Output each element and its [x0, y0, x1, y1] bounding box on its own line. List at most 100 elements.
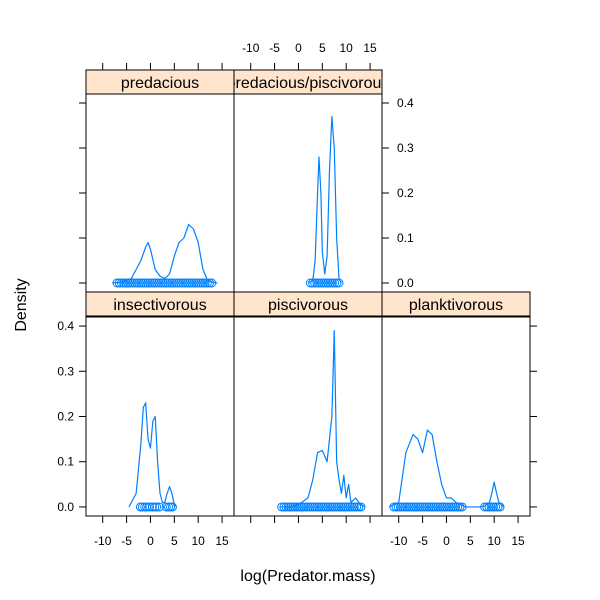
x-tick-label: 15 [215, 534, 229, 548]
rug-point [193, 278, 203, 288]
axes-layer: -10 -5 0 5 10 15 -10 -5 0 5 10 15 -10 -5 0 5 10 15 0.0 0.1 0… [57, 41, 537, 548]
rug-point [415, 502, 425, 512]
rug-point [182, 278, 192, 288]
rug-point [426, 502, 436, 512]
rug-point [312, 278, 322, 288]
rug-point [312, 502, 322, 512]
x-tick-label: 0 [147, 534, 154, 548]
strip-planktivorous [381, 291, 531, 317]
y-tick-label: 0.0 [397, 276, 414, 290]
rug-point [143, 278, 153, 288]
rug-point [334, 502, 344, 512]
rug-point [200, 278, 210, 288]
rug-point [488, 502, 498, 512]
rug-point [321, 278, 331, 288]
rug-point [155, 502, 165, 512]
rug-point [147, 502, 157, 512]
rug-point [314, 278, 324, 288]
strip-predacious-piscivorous [233, 69, 383, 95]
rug-point [325, 502, 335, 512]
rug-point [160, 278, 170, 288]
rug-point [402, 502, 412, 512]
rug-point [444, 502, 454, 512]
rug-point [176, 278, 186, 288]
rug-point [189, 278, 199, 288]
rug-point [345, 502, 355, 512]
rug-point [292, 502, 302, 512]
rug-point [440, 502, 450, 512]
x-tick-label: -10 [242, 41, 260, 55]
rug-point [305, 502, 315, 512]
rug-point [491, 502, 501, 512]
rug-point [316, 502, 326, 512]
rug-point [341, 502, 351, 512]
rug-point [154, 278, 164, 288]
rug-point [323, 502, 333, 512]
panel-planktivorous: planktivorous [381, 291, 531, 517]
strip-insectivorous [85, 291, 235, 317]
rug-point [319, 502, 329, 512]
rug-point [121, 278, 131, 288]
rug-point [418, 502, 428, 512]
panel-frame-piscivorous [233, 316, 383, 517]
rug-point [319, 278, 329, 288]
panel-predacious-piscivorous: predacious/piscivorous [233, 69, 383, 293]
rug-point [119, 278, 129, 288]
rug-point [152, 278, 162, 288]
rug-point [145, 278, 155, 288]
rug-point [321, 502, 331, 512]
rug-point [429, 502, 439, 512]
panel-frame-predacious [85, 93, 235, 293]
panel-piscivorous: piscivorous [233, 291, 383, 517]
rug-point [169, 278, 179, 288]
rug-point [191, 278, 201, 288]
x-tick-label: 15 [363, 41, 377, 55]
rug-point [314, 502, 324, 512]
rug-point [134, 278, 144, 288]
strip-label-predacious: predacious [121, 75, 199, 92]
rug-point [327, 502, 337, 512]
rug-point [178, 278, 188, 288]
rug-point [446, 502, 456, 512]
rug-point [349, 502, 359, 512]
strip-label-planktivorous: planktivorous [409, 297, 503, 314]
x-tick-label: 0 [443, 534, 450, 548]
rug-point [127, 278, 137, 288]
rug-point [455, 502, 465, 512]
x-tick-label: 5 [467, 534, 474, 548]
panels-layer: insectivorous piscivorous planktivorous pre… [85, 69, 531, 517]
rug-point [407, 502, 417, 512]
rug-point [332, 502, 342, 512]
rug-point [163, 278, 173, 288]
rug-point [196, 278, 206, 288]
rug-point [310, 278, 320, 288]
x-tick-label: -5 [417, 534, 428, 548]
rug-point [400, 502, 410, 512]
panel-predacious: predacious [85, 69, 235, 293]
rug-point [180, 278, 190, 288]
rug-point [137, 502, 147, 512]
rug-point [198, 278, 208, 288]
rug-point [152, 502, 162, 512]
panel-frame-planktivorous [381, 316, 531, 517]
rug-point [303, 502, 313, 512]
rug-point [294, 502, 304, 512]
x-tick-label: 10 [340, 41, 354, 55]
y-tick-label: 0.3 [57, 364, 74, 378]
rug-point [299, 502, 309, 512]
rug-point [156, 278, 166, 288]
rug-point [391, 502, 401, 512]
y-tick-label: 0.2 [397, 186, 414, 200]
rug-point [327, 278, 337, 288]
rug-point [409, 502, 419, 512]
x-tick-label: 10 [488, 534, 502, 548]
y-axis-title: Density [13, 278, 30, 331]
strip-label-insectivorous: insectivorous [113, 297, 206, 314]
rug-point [130, 278, 140, 288]
rug-point [174, 278, 184, 288]
rug-point [437, 502, 447, 512]
rug-point [158, 278, 168, 288]
rug-point [308, 502, 318, 512]
rug-point [493, 502, 503, 512]
